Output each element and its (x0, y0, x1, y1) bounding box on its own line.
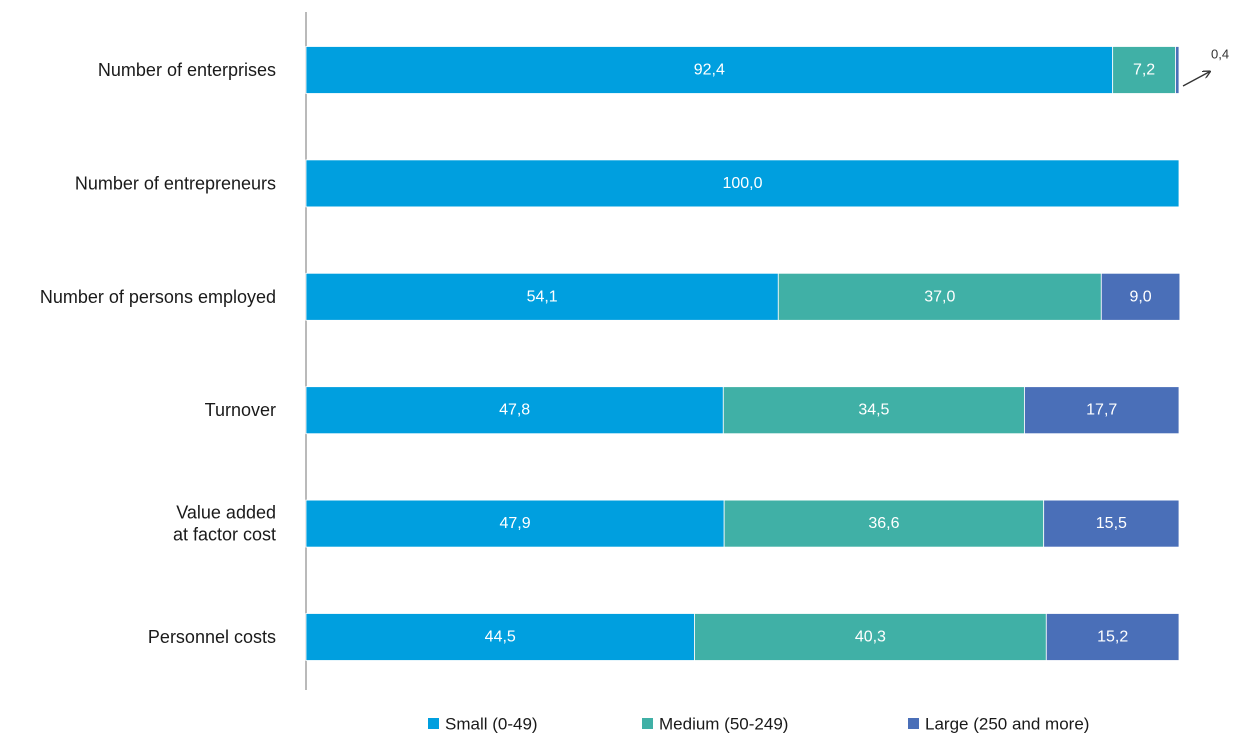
legend: Small (0-49) Medium (50-249) Large (250 an… (428, 715, 1089, 734)
bar-value-label: 37,0 (924, 288, 955, 305)
category-label: Value added (176, 503, 276, 523)
bars (305, 46, 1181, 661)
bar-value-label: 17,7 (1086, 402, 1117, 419)
bar-segment (305, 46, 1114, 94)
bar-segment (1175, 46, 1180, 94)
bar-segment (1112, 46, 1176, 94)
bar-segment (722, 386, 1025, 435)
category-label: Number of entrepreneurs (75, 173, 276, 193)
bar-value-label: 47,9 (500, 515, 531, 532)
bar-value-label: 34,5 (858, 402, 889, 419)
legend-label: Large (250 and more) (925, 715, 1089, 734)
bar-value-label: 44,5 (485, 629, 516, 646)
bar-segment (305, 613, 695, 661)
bar-value-label: 92,4 (694, 62, 725, 79)
legend-swatch (428, 718, 439, 729)
category-label: Personnel costs (148, 627, 276, 647)
legend-swatch (642, 718, 653, 729)
bar-value-label: 40,3 (855, 629, 886, 646)
bar-value-label: 100,0 (722, 175, 762, 192)
bar-segment (694, 613, 1047, 661)
bar-segment (1043, 499, 1180, 548)
category-labels: Number of enterprises Number of entrepren… (40, 60, 276, 647)
bar-value-label: 9,0 (1129, 288, 1151, 305)
bar-value-label: 0,4 (1211, 47, 1229, 62)
bar-value-label: 36,6 (868, 515, 899, 532)
bar-segment (1045, 613, 1180, 661)
bar-value-label: 54,1 (527, 288, 558, 305)
legend-label: Small (0-49) (445, 715, 538, 734)
bar-value-label: 15,5 (1096, 515, 1127, 532)
legend-label: Medium (50-249) (659, 715, 788, 734)
category-label: Number of enterprises (98, 60, 276, 80)
bar-segment (1100, 272, 1181, 321)
bar-segment (305, 499, 725, 548)
category-label: Number of persons employed (40, 287, 276, 307)
bar-segment (723, 499, 1045, 548)
bar-value-labels: 92,4 7,2 0,4 100,0 54,1 37,0 9,0 47,8 34,5 17,7 47… (485, 47, 1229, 646)
legend-swatch (908, 718, 919, 729)
bar-segment (305, 159, 1180, 208)
category-label: Turnover (205, 400, 276, 420)
bar-segment (1024, 386, 1180, 435)
bar-value-label: 15,2 (1097, 629, 1128, 646)
bar-value-label: 7,2 (1133, 62, 1155, 79)
callout-arrow (1182, 72, 1209, 87)
category-label: at factor cost (173, 525, 276, 545)
bar-value-label: 47,8 (499, 402, 530, 419)
